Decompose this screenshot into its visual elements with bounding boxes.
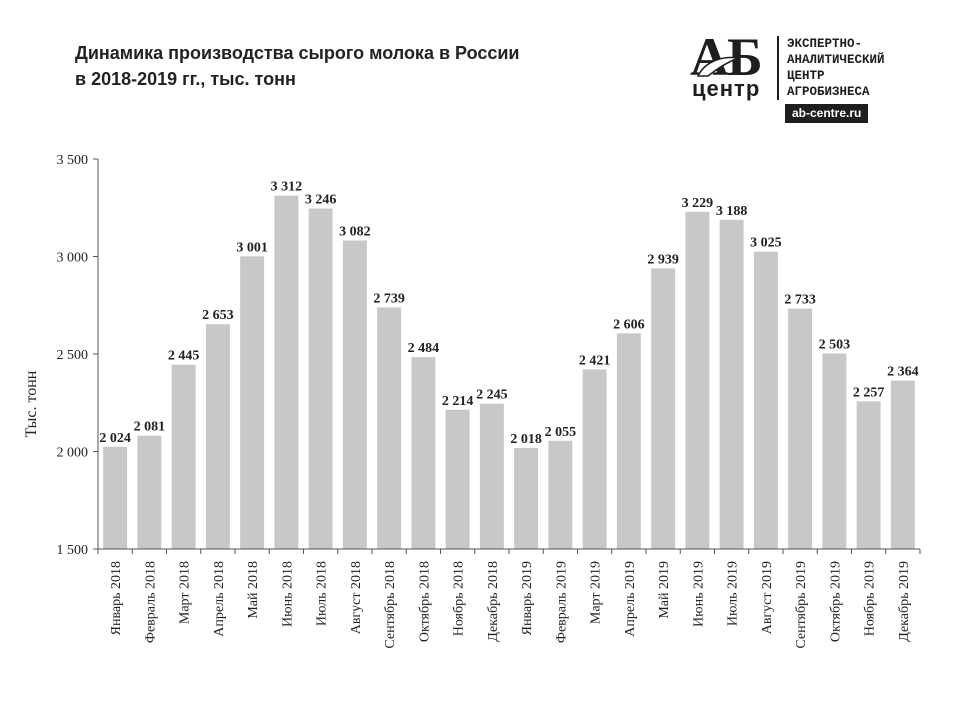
data-label: 3 229	[682, 196, 714, 211]
bar	[582, 369, 607, 549]
bar	[719, 219, 744, 549]
logo-site-link[interactable]: ab-centre.ru	[785, 104, 869, 123]
bar	[548, 440, 573, 549]
data-label: 3 082	[339, 225, 371, 240]
x-tick-label: Ноябрь 2018	[452, 561, 467, 636]
bar	[274, 195, 299, 549]
data-label: 3 312	[271, 180, 303, 195]
bar	[651, 268, 676, 549]
x-tick-label: Февраль 2019	[554, 561, 569, 643]
x-tick-label: Апрель 2018	[212, 561, 227, 637]
x-tick-label: Август 2018	[349, 561, 364, 634]
bar	[445, 409, 470, 549]
x-tick-label: Апрель 2019	[623, 561, 638, 637]
data-label: 3 246	[305, 193, 337, 208]
bar	[616, 333, 641, 549]
x-tick-label: Март 2018	[178, 561, 193, 624]
bar	[685, 211, 710, 549]
data-label: 2 484	[408, 341, 440, 356]
x-tick-label: Сентябрь 2019	[794, 561, 809, 649]
data-label: 2 245	[476, 388, 508, 403]
y-tick-label: 1 500	[57, 543, 89, 558]
bar	[514, 447, 539, 549]
data-label: 3 001	[236, 240, 268, 255]
data-label: 2 024	[99, 431, 131, 446]
bar	[479, 403, 504, 549]
leaf-icon	[696, 56, 740, 77]
data-label: 2 739	[373, 291, 405, 306]
data-label: 2 055	[545, 425, 577, 440]
data-label: 2 364	[887, 365, 919, 380]
bar	[205, 324, 230, 549]
x-tick-label: Июнь 2019	[691, 561, 706, 627]
data-label: 2 257	[853, 385, 885, 400]
x-tick-label: Ноябрь 2019	[863, 561, 878, 636]
bar	[137, 435, 162, 549]
x-tick-label: Июль 2018	[315, 561, 330, 626]
bar	[411, 357, 436, 549]
y-tick-label: 2 500	[57, 348, 89, 363]
logo-sub: центр	[692, 76, 761, 101]
x-tick-label: Октябрь 2018	[417, 561, 432, 642]
data-label: 2 939	[647, 252, 679, 267]
y-tick-label: 2 000	[57, 446, 89, 461]
data-label: 3 025	[750, 236, 782, 251]
x-tick-label: Октябрь 2019	[828, 561, 843, 642]
data-label: 2 653	[202, 308, 234, 323]
chart-title-line-1: Динамика производства сырого молока в Ро…	[75, 43, 520, 63]
bar	[308, 208, 333, 549]
data-label: 2 421	[579, 353, 611, 368]
x-tick-label: Май 2018	[246, 561, 261, 619]
data-label: 2 503	[819, 337, 851, 352]
x-tick-label: Январь 2019	[520, 561, 535, 635]
bar	[103, 446, 128, 549]
x-tick-label: Сентябрь 2018	[383, 561, 398, 649]
bar	[753, 251, 778, 549]
bar	[856, 401, 881, 549]
data-label: 2 018	[510, 432, 542, 447]
x-tick-label: Март 2019	[589, 561, 604, 624]
data-label: 2 081	[134, 420, 166, 435]
x-tick-label: Май 2019	[657, 561, 672, 619]
chart-title-line-2: в 2018-2019 гг., тыс. тонн	[75, 69, 296, 89]
x-tick-label: Январь 2018	[109, 561, 124, 635]
data-label: 2 214	[442, 394, 474, 409]
y-axis-label: Тыс. тонн	[23, 370, 40, 437]
bar	[788, 308, 813, 549]
bar	[822, 353, 847, 549]
chart-title: Динамика производства сырого молока в Ро…	[75, 40, 520, 92]
logo-divider	[777, 36, 779, 100]
data-label: 2 733	[784, 293, 816, 308]
x-tick-label: Август 2019	[760, 561, 775, 634]
logo-caption: ЭКСПЕРТНО- АНАЛИТИЧЕСКИЙ ЦЕНТР АГРОБИЗНЕ…	[787, 37, 885, 99]
data-label: 2 606	[613, 317, 645, 332]
x-tick-label: Декабрь 2018	[486, 561, 501, 642]
bar	[377, 307, 402, 549]
x-tick-label: Июль 2019	[726, 561, 741, 626]
bar	[890, 380, 915, 549]
bar	[342, 240, 367, 549]
x-tick-label: Декабрь 2019	[897, 561, 912, 642]
bar	[240, 256, 265, 549]
x-tick-label: Февраль 2018	[143, 561, 158, 643]
y-tick-label: 3 500	[57, 153, 89, 168]
x-tick-label: Июнь 2018	[280, 561, 295, 627]
data-label: 2 445	[168, 349, 200, 364]
data-label: 3 188	[716, 204, 748, 219]
bar	[171, 364, 196, 549]
ab-centre-logo: АБ центр ЭКСПЕРТНО- АНАЛИТИЧЕСКИЙ ЦЕНТР …	[690, 30, 940, 125]
y-tick-label: 3 000	[57, 251, 89, 266]
